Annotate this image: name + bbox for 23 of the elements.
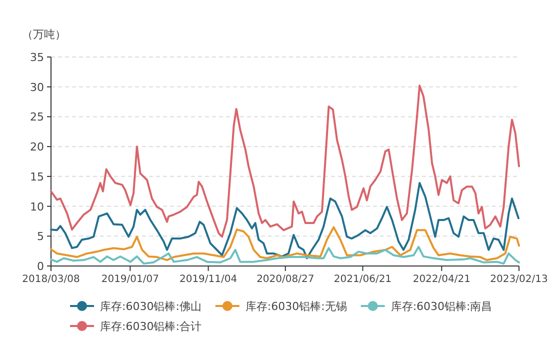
- x-tick-label: 2021/06/21: [334, 274, 392, 285]
- x-tick-label: 2019/11/04: [179, 274, 238, 285]
- y-tick-label: 35: [30, 51, 44, 64]
- y-tick-label: 5: [37, 230, 44, 244]
- y-tick-label: 30: [30, 80, 44, 94]
- y-tick-label: 25: [30, 110, 44, 124]
- x-tick-label: 2018/03/08: [22, 274, 80, 285]
- legend-label: 库存:6030铝棒:佛山: [100, 300, 202, 313]
- legend-label: 库存:6030铝棒:南昌: [390, 300, 492, 313]
- y-tick-label: 20: [30, 140, 44, 154]
- legend-label: 库存:6030铝棒:无锡: [245, 300, 347, 313]
- line-series: [50, 84, 520, 238]
- x-tick-label: 2020/08/27: [256, 274, 314, 285]
- x-tick-label: 2023/02/13: [490, 274, 548, 285]
- y-axis-title: （万吨）: [22, 28, 66, 41]
- y-tick-label: 10: [30, 200, 44, 214]
- y-tick-label: 15: [30, 170, 44, 184]
- x-tick-label: 2022/04/21: [412, 274, 470, 285]
- x-tick-label: 2019/01/07: [101, 274, 159, 285]
- legend-label: 库存:6030铝棒:合计: [100, 320, 202, 333]
- line-series: [50, 226, 520, 262]
- y-tick-label: 0: [37, 260, 44, 273]
- line-series: [50, 182, 520, 260]
